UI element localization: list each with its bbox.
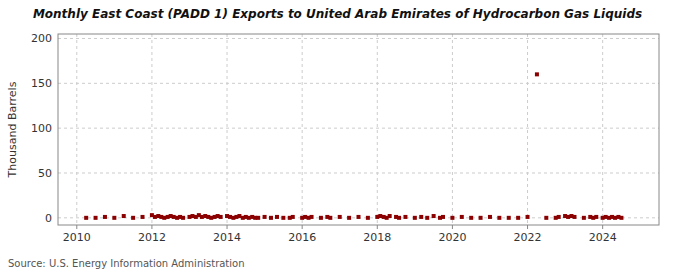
- axes: 2010 2012 2014 2016 2018 2020 2022 2024 0 50 100 15…: [31, 32, 617, 244]
- point: [269, 216, 273, 220]
- point: [291, 215, 295, 219]
- point: [275, 215, 279, 219]
- point: [84, 216, 88, 220]
- point: [366, 216, 370, 220]
- x-tick-label: 2018: [363, 231, 391, 244]
- point: [388, 214, 392, 218]
- point: [256, 216, 260, 220]
- point: [516, 216, 520, 220]
- point: [347, 216, 351, 220]
- plot-frame: [58, 34, 659, 225]
- point: [544, 216, 548, 220]
- point: [460, 215, 464, 219]
- point: [319, 216, 323, 220]
- point: [397, 216, 401, 220]
- x-tick-label: 2014: [213, 231, 241, 244]
- y-tick-label: 50: [38, 167, 52, 180]
- point: [403, 215, 407, 219]
- point: [112, 216, 116, 220]
- y-tick-label: 150: [31, 77, 52, 90]
- x-tick: [227, 225, 228, 229]
- point: [103, 215, 107, 219]
- point: [557, 215, 561, 219]
- point: [122, 214, 126, 218]
- x-tick: [452, 225, 453, 229]
- x-grid-line: [527, 34, 528, 225]
- point: [572, 215, 576, 219]
- x-tick-label: 2010: [63, 231, 91, 244]
- x-tick-label: 2020: [438, 231, 466, 244]
- x-tick: [302, 225, 303, 229]
- x-tick: [151, 225, 152, 229]
- x-tick-label: 2016: [288, 231, 316, 244]
- point: [488, 215, 492, 219]
- x-tick-label: 2024: [589, 231, 617, 244]
- x-grid-line: [602, 34, 603, 225]
- point: [441, 215, 445, 219]
- x-tick-label: 2012: [138, 231, 166, 244]
- point: [594, 215, 598, 219]
- x-grid-line: [151, 34, 152, 225]
- point: [413, 216, 417, 220]
- point: [281, 216, 285, 220]
- point: [425, 216, 429, 220]
- y-grid-line: [58, 172, 659, 173]
- y-axis-label: Thousand Barrels: [6, 81, 19, 178]
- point: [219, 215, 223, 219]
- source-note: Source: U.S. Energy Information Administ…: [8, 258, 245, 269]
- x-tick: [377, 225, 378, 229]
- point: [619, 216, 623, 220]
- x-grid-line: [227, 34, 228, 225]
- point: [479, 216, 483, 220]
- point: [181, 216, 185, 220]
- chart: 2010 2012 2014 2016 2018 2020 2022 2024 0 50 100 15…: [0, 0, 675, 275]
- x-grid-line: [76, 34, 77, 225]
- point: [507, 216, 511, 220]
- point: [357, 215, 361, 219]
- point: [432, 214, 436, 218]
- point: [338, 215, 342, 219]
- point: [94, 216, 98, 220]
- point: [131, 216, 135, 220]
- point: [535, 72, 539, 76]
- y-grid-line: [58, 38, 659, 39]
- x-tick: [527, 225, 528, 229]
- grid: [58, 34, 659, 225]
- y-grid-line: [58, 83, 659, 84]
- x-grid-line: [302, 34, 303, 225]
- x-tick: [76, 225, 77, 229]
- point: [582, 216, 586, 220]
- x-grid-line: [452, 34, 453, 225]
- point: [419, 215, 423, 219]
- point: [450, 216, 454, 220]
- point: [328, 216, 332, 220]
- point: [526, 215, 530, 219]
- x-grid-line: [377, 34, 378, 225]
- point: [310, 215, 314, 219]
- y-tick-label: 0: [45, 212, 52, 225]
- point: [497, 216, 501, 220]
- y-tick-label: 200: [31, 32, 52, 45]
- x-tick-label: 2022: [514, 231, 542, 244]
- point: [469, 216, 473, 220]
- y-tick-label: 100: [31, 122, 52, 135]
- plot-area: [58, 34, 659, 225]
- y-grid-line: [58, 128, 659, 129]
- x-tick: [602, 225, 603, 229]
- points: [84, 72, 623, 219]
- point: [141, 215, 145, 219]
- point: [263, 215, 267, 219]
- title: Monthly East Coast (PADD 1) Exports to U…: [33, 7, 642, 21]
